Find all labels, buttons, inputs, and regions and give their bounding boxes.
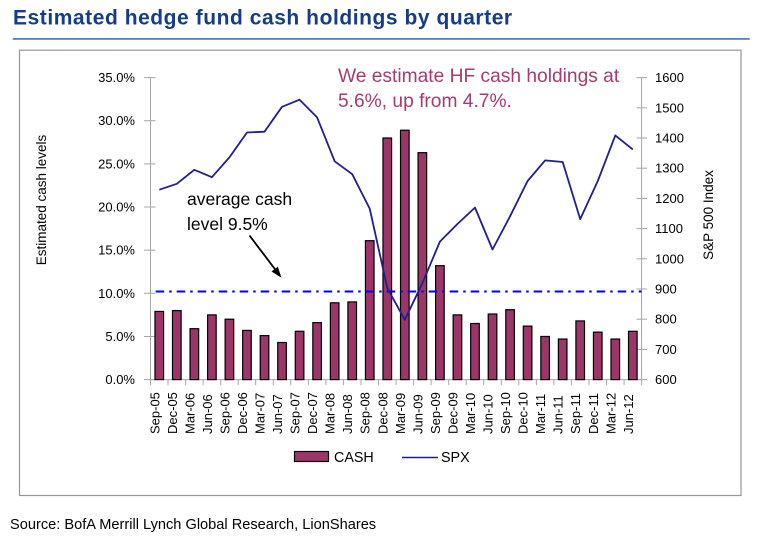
svg-text:1400: 1400 — [655, 131, 684, 146]
svg-text:average cash: average cash — [187, 189, 292, 209]
svg-text:We estimate HF cash holdings a: We estimate HF cash holdings at — [338, 66, 620, 87]
svg-text:35.0%: 35.0% — [98, 70, 135, 85]
svg-text:1200: 1200 — [655, 191, 684, 206]
svg-text:Mar-09: Mar-09 — [393, 393, 408, 434]
svg-text:Jun-12: Jun-12 — [621, 394, 636, 434]
svg-text:Source: BofA Merrill Lynch Glo: Source: BofA Merrill Lynch Global Resear… — [10, 517, 376, 533]
svg-text:Dec-11: Dec-11 — [586, 393, 601, 434]
svg-text:25.0%: 25.0% — [98, 156, 135, 171]
svg-text:0.0%: 0.0% — [105, 372, 135, 387]
svg-text:600: 600 — [655, 372, 677, 387]
svg-text:1000: 1000 — [655, 251, 684, 266]
svg-text:1500: 1500 — [655, 100, 684, 115]
svg-text:Estimated hedge fund cash hold: Estimated hedge fund cash holdings by qu… — [13, 7, 513, 30]
svg-text:CASH: CASH — [334, 450, 374, 466]
svg-text:S&P 500 Index: S&P 500 Index — [701, 170, 716, 260]
svg-text:700: 700 — [655, 342, 677, 357]
svg-text:1300: 1300 — [655, 161, 684, 176]
svg-text:10.0%: 10.0% — [98, 286, 135, 301]
svg-text:Dec-10: Dec-10 — [516, 392, 531, 434]
svg-text:Mar-08: Mar-08 — [323, 393, 338, 434]
svg-text:800: 800 — [655, 312, 677, 327]
svg-text:Jun-10: Jun-10 — [481, 394, 496, 434]
svg-text:Dec-07: Dec-07 — [305, 392, 320, 434]
svg-text:Sep-06: Sep-06 — [217, 392, 232, 434]
svg-text:5.0%: 5.0% — [105, 329, 135, 344]
svg-text:Jun-06: Jun-06 — [200, 394, 215, 434]
svg-text:900: 900 — [655, 282, 677, 297]
svg-text:Sep-10: Sep-10 — [498, 392, 513, 434]
svg-text:Sep-05: Sep-05 — [147, 392, 162, 434]
svg-text:SPX: SPX — [441, 450, 470, 466]
svg-text:Mar-10: Mar-10 — [463, 393, 478, 434]
svg-text:Mar-06: Mar-06 — [182, 393, 197, 434]
svg-text:1100: 1100 — [655, 221, 683, 236]
svg-text:Mar-11: Mar-11 — [533, 394, 548, 434]
svg-text:level 9.5%: level 9.5% — [187, 214, 268, 234]
svg-text:15.0%: 15.0% — [98, 243, 135, 258]
svg-text:20.0%: 20.0% — [98, 200, 135, 215]
svg-text:Dec-05: Dec-05 — [165, 392, 180, 434]
svg-text:5.6%, up from 4.7%.: 5.6%, up from 4.7%. — [338, 91, 512, 112]
svg-text:Dec-08: Dec-08 — [375, 392, 390, 434]
svg-text:Sep-11: Sep-11 — [568, 393, 583, 434]
svg-text:Sep-08: Sep-08 — [358, 392, 373, 434]
svg-text:Dec-06: Dec-06 — [235, 392, 250, 434]
svg-text:Estimated cash levels: Estimated cash levels — [34, 134, 49, 265]
svg-text:Jun-07: Jun-07 — [270, 394, 285, 434]
svg-text:Sep-07: Sep-07 — [288, 392, 303, 434]
svg-text:Jun-08: Jun-08 — [340, 394, 355, 434]
svg-text:1600: 1600 — [655, 70, 684, 85]
svg-text:Jun-09: Jun-09 — [410, 394, 425, 434]
svg-text:30.0%: 30.0% — [98, 113, 135, 128]
svg-text:Mar-07: Mar-07 — [253, 393, 268, 434]
svg-text:Mar-12: Mar-12 — [603, 393, 618, 434]
svg-text:Dec-09: Dec-09 — [445, 392, 460, 434]
svg-text:Sep-09: Sep-09 — [428, 392, 443, 434]
svg-text:Jun-11: Jun-11 — [551, 395, 566, 434]
